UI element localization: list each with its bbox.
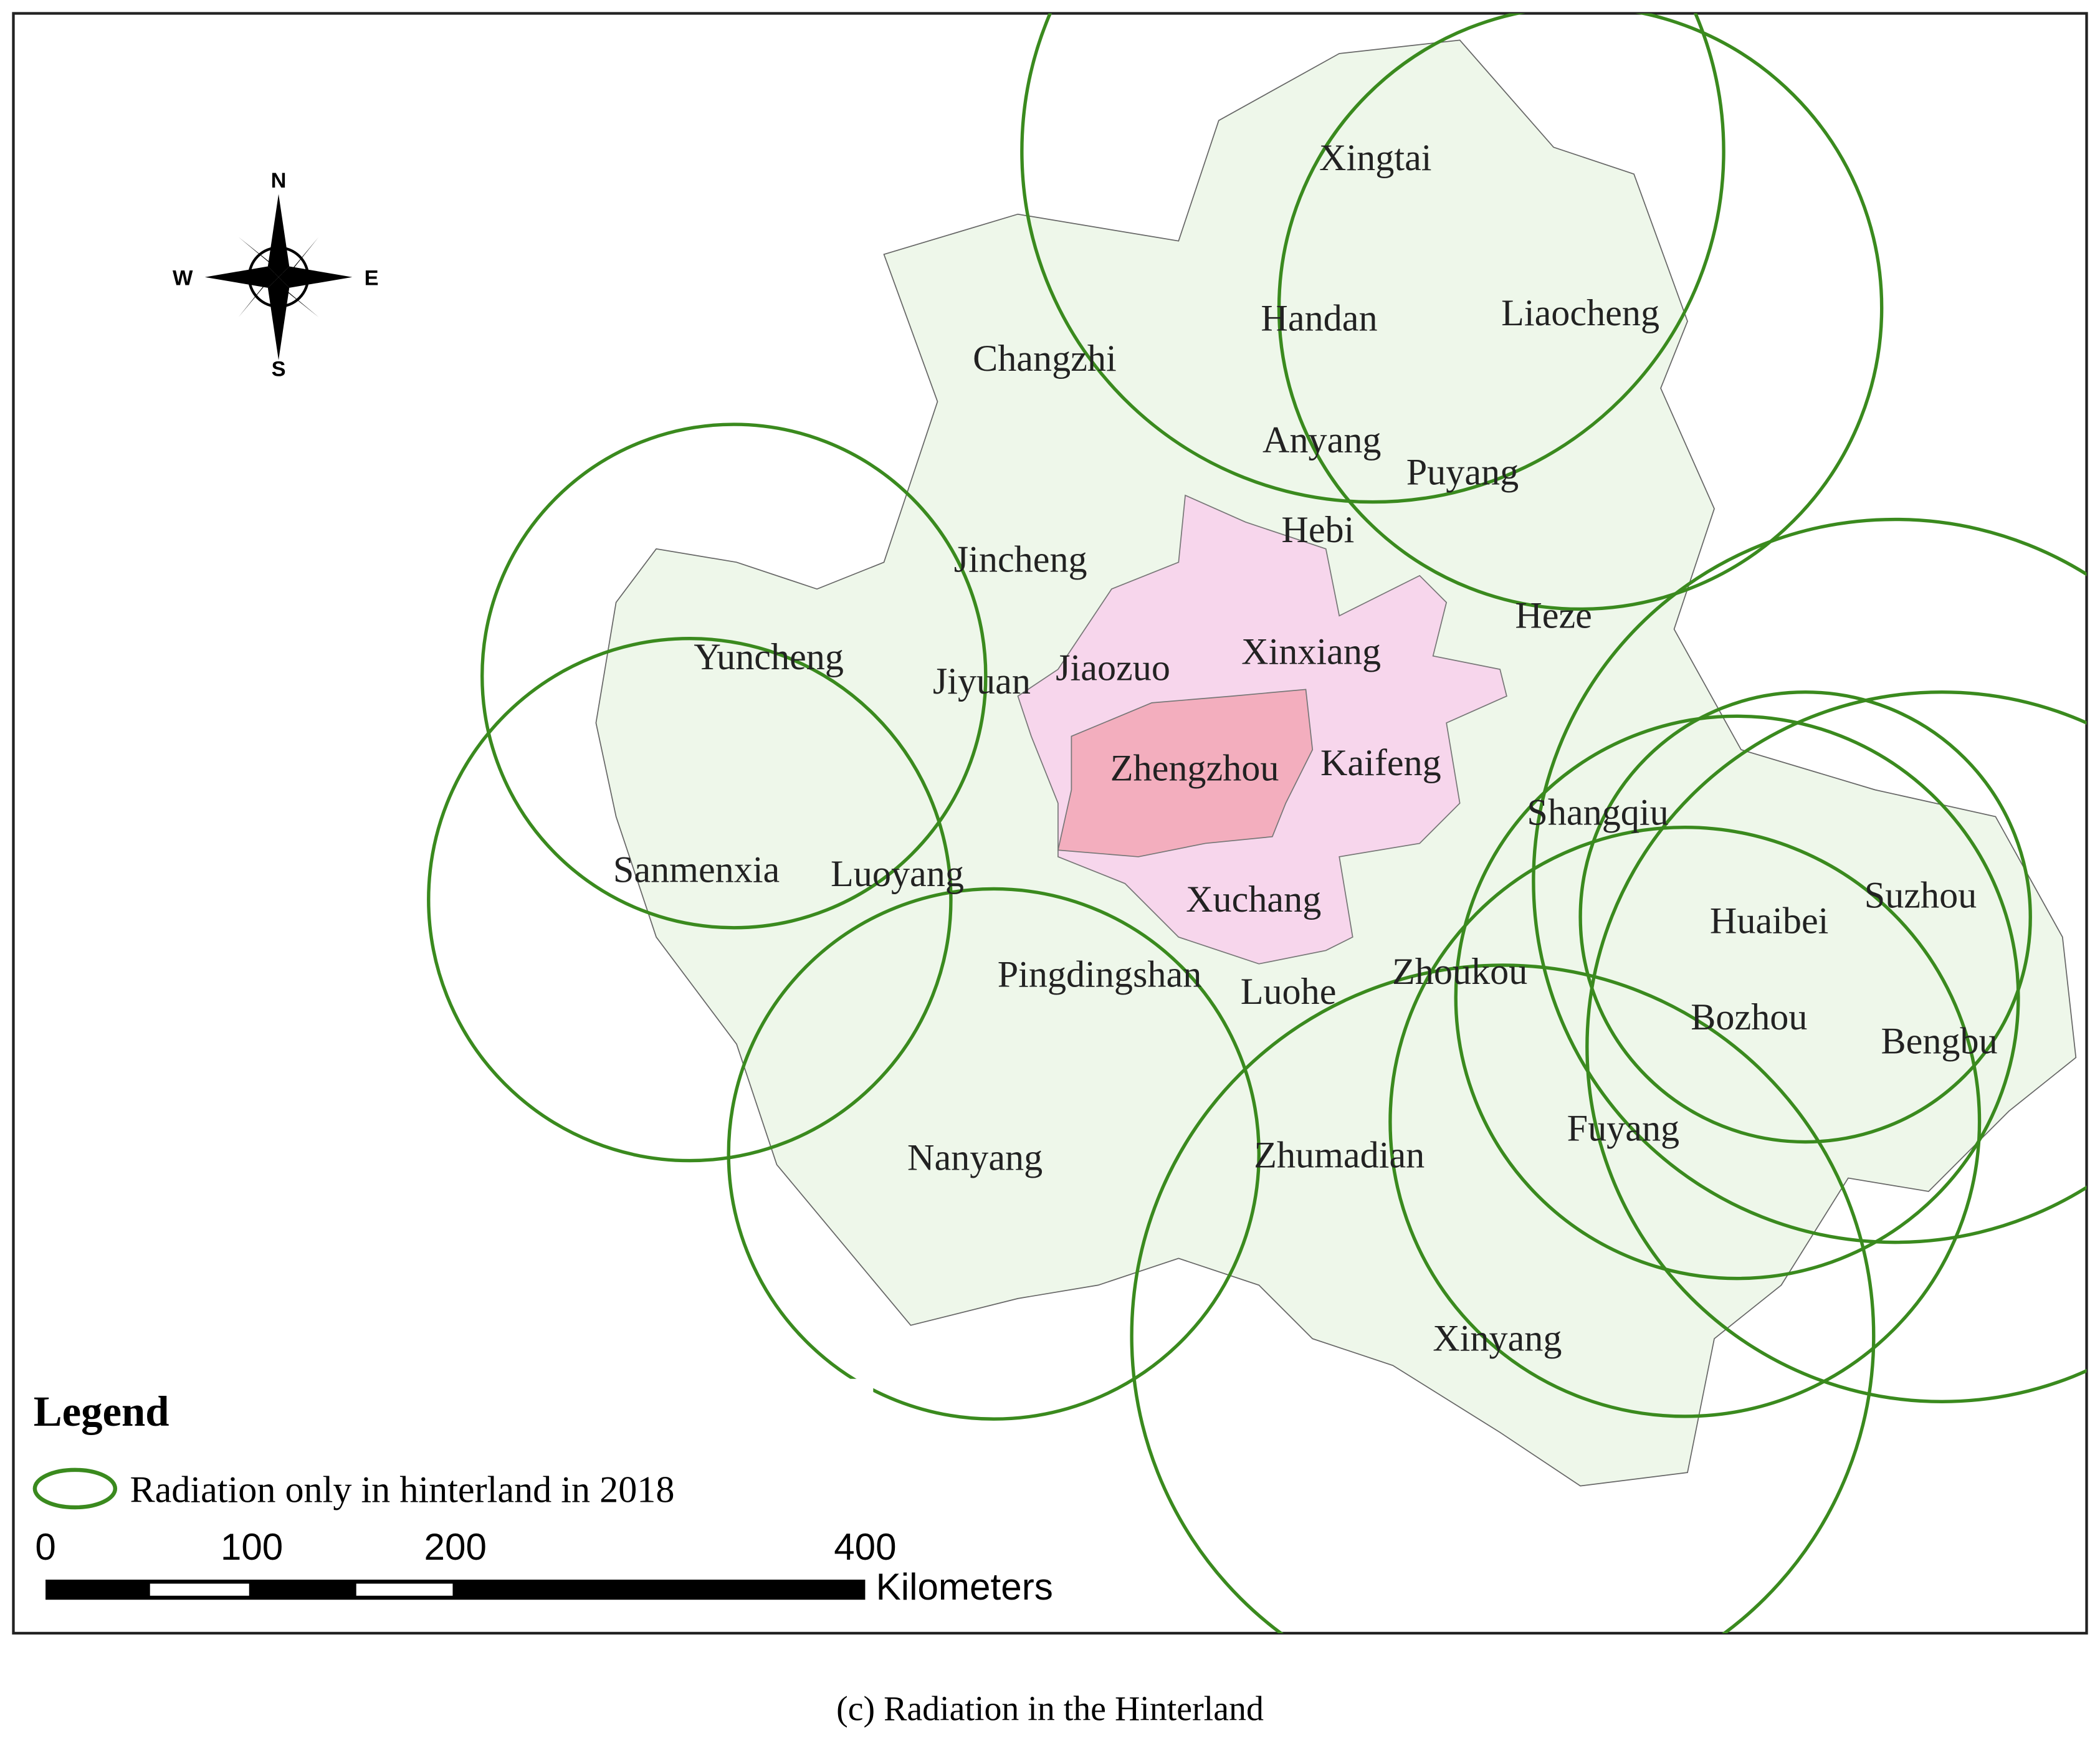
legend-title: Legend — [34, 1388, 169, 1435]
city-label: Huaibei — [1710, 900, 1828, 942]
city-label: Nanyang — [907, 1137, 1043, 1179]
compass-label: S — [272, 358, 286, 381]
city-label: Changzhi — [973, 338, 1117, 379]
compass-needle — [204, 266, 279, 288]
legend-symbol — [32, 1467, 118, 1510]
city-label: Puyang — [1406, 452, 1519, 494]
scale-unit: Kilometers — [876, 1566, 1053, 1608]
compass-needle — [279, 266, 353, 288]
radiation-circle — [1388, 825, 1982, 1418]
radiation-circle — [1277, 13, 1884, 611]
legend-label: Radiation only in hinterland in 2018 — [130, 1469, 674, 1510]
radiation-circle — [480, 422, 988, 930]
city-label: Jiaozuo — [1056, 647, 1170, 689]
scale-tick-label: 200 — [424, 1526, 487, 1568]
city-label: Xinyang — [1433, 1318, 1562, 1360]
city-label: Jiyuan — [933, 661, 1031, 702]
city-label: Jincheng — [954, 538, 1087, 580]
city-label: Zhoukou — [1392, 951, 1527, 993]
scale-bar: 0 100 200 400 Kilometers — [35, 1526, 1052, 1608]
radiation-circle — [1578, 690, 2032, 1144]
city-label: Suzhou — [1864, 875, 1977, 917]
radiation-circle — [1585, 690, 2087, 1403]
city-label: Fuyang — [1567, 1107, 1680, 1149]
city-label: Handan — [1261, 298, 1377, 340]
city-label: Bengbu — [1881, 1021, 1998, 1062]
compass-needle — [270, 277, 319, 318]
city-label: Xinxiang — [1241, 631, 1381, 673]
city-label: Anyang — [1262, 419, 1382, 461]
city-label: Luohe — [1241, 971, 1337, 1013]
radiation-circles — [427, 13, 2087, 1633]
compass-label: N — [271, 169, 287, 193]
city-label: Sanmenxia — [613, 849, 780, 891]
compass-needle — [238, 269, 279, 318]
city-label: Heze — [1515, 595, 1592, 637]
city-label: Xingtai — [1319, 137, 1431, 179]
city-label: Shangqiu — [1527, 791, 1668, 833]
compass-label: E — [365, 267, 379, 290]
radiation-circle — [1020, 13, 1725, 504]
city-label: Hebi — [1281, 509, 1354, 551]
city-label: Bozhou — [1691, 996, 1807, 1038]
city-label: Pingdingshan — [998, 953, 1202, 995]
radiation-circle — [1532, 518, 2087, 1244]
city-label: Zhumadian — [1254, 1134, 1425, 1176]
radiation-circle — [427, 637, 953, 1163]
zhengzhou-region — [1057, 689, 1314, 857]
radiation-circle — [1454, 714, 2020, 1281]
city-label: Zhengzhou — [1110, 747, 1279, 789]
compass-needle — [267, 277, 290, 360]
radiation-circle — [727, 887, 1261, 1421]
city-label: Yuncheng — [694, 636, 844, 678]
scale-tick-label: 0 — [35, 1526, 55, 1568]
compass-ring — [247, 246, 310, 308]
compass-needle — [238, 237, 287, 277]
caption: (c) Radiation in the Hinterland — [836, 1690, 1264, 1729]
scale-bar-segment — [356, 1583, 453, 1596]
city-labels: Xingtai Handan Liaocheng Changzhi Anyang Puya… — [613, 137, 1998, 1360]
city-label: Liaocheng — [1501, 292, 1659, 334]
city-label: Kaifeng — [1320, 742, 1441, 784]
scale-tick-label: 400 — [834, 1526, 896, 1568]
compass-needle — [267, 194, 290, 277]
compass: N E S W — [173, 169, 379, 381]
compass-label: W — [173, 267, 193, 290]
scale-bar-segment — [150, 1583, 249, 1596]
radiation-circle — [1130, 963, 1876, 1633]
city-label: Xuchang — [1186, 879, 1321, 920]
scale-tick-label: 100 — [221, 1526, 283, 1568]
city-label: Luoyang — [831, 853, 964, 895]
